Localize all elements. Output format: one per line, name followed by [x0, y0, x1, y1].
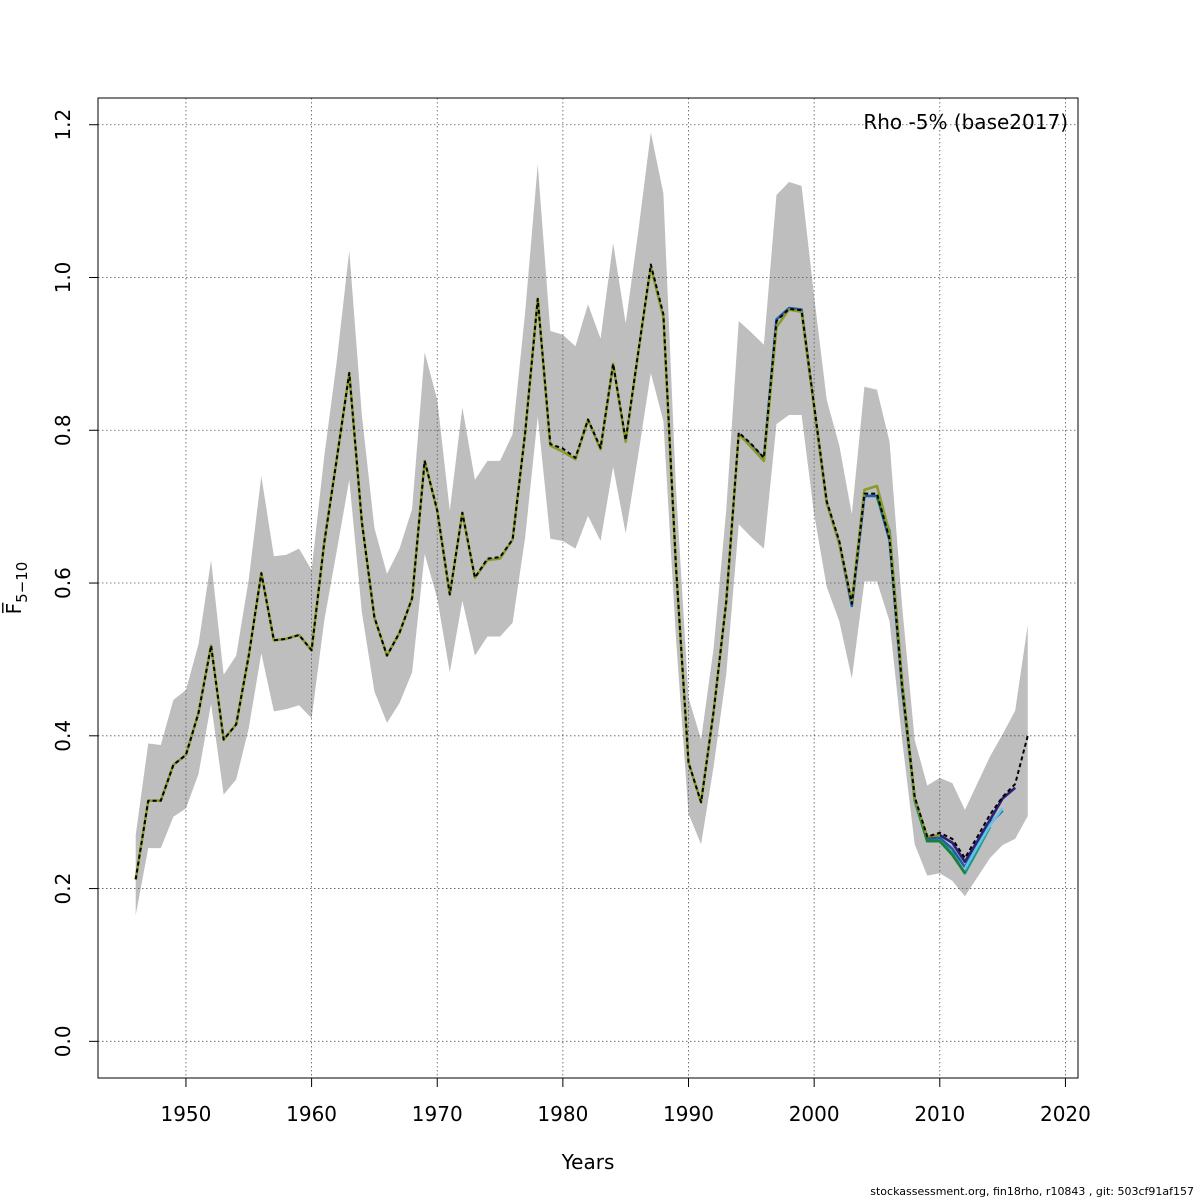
- x-tick-label: 2000: [789, 1102, 840, 1126]
- series-line-0: [134, 263, 1029, 880]
- y-axis: 0.0 0.2 0.4 0.6 0.8 1.0 1.2: [51, 109, 99, 1057]
- y-tick-label: 0.2: [51, 873, 75, 905]
- x-tick-label: 1950: [160, 1102, 211, 1126]
- y-tick-label: 0.0: [51, 1025, 75, 1057]
- grid-layer: [98, 98, 1078, 1078]
- y-tick-label: 0.8: [51, 414, 75, 446]
- y-tick-label: 1.0: [51, 262, 75, 294]
- confidence-band: [135, 132, 1028, 916]
- x-axis-title: Years: [561, 1150, 615, 1174]
- x-axis: 1950 1960 1970 1980 1990 2000 2010 2020: [160, 1077, 1091, 1126]
- y-tick-label: 0.4: [51, 720, 75, 752]
- series-line-2: [737, 306, 1004, 869]
- x-tick-label: 1990: [663, 1102, 714, 1126]
- y-axis-title-subscript: 5−10: [13, 562, 31, 603]
- y-axis-title-main: F̅: [1, 602, 26, 615]
- series-layer: [134, 263, 1029, 880]
- y-axis-title: F̅5−10: [1, 562, 31, 615]
- x-tick-label: 1970: [412, 1102, 463, 1126]
- x-tick-label: 1960: [286, 1102, 337, 1126]
- y-tick-label: 1.2: [51, 109, 75, 141]
- x-tick-label: 1980: [537, 1102, 588, 1126]
- footer-credit: stockassessment.org, fin18rho, r10843 , …: [870, 1185, 1194, 1198]
- legend-label: Rho -5% (base2017): [863, 110, 1068, 134]
- plot-frame: [97, 97, 1079, 1079]
- y-tick-label: 0.6: [51, 567, 75, 599]
- confidence-band-layer: [135, 132, 1028, 916]
- series-line-4: [963, 807, 1004, 870]
- x-tick-label: 2020: [1040, 1102, 1091, 1126]
- x-tick-label: 2010: [914, 1102, 965, 1126]
